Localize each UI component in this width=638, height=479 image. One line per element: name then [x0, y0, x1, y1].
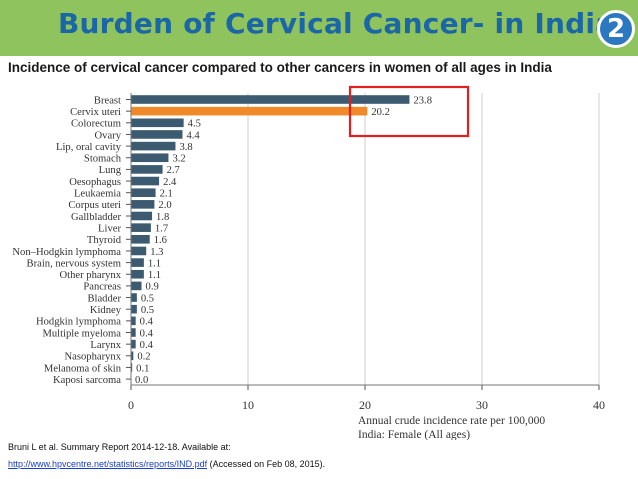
category-label: Gallbladder	[71, 212, 121, 223]
category-label: Larynx	[90, 340, 121, 351]
category-label: Nasopharynx	[65, 352, 122, 363]
data-label: 0.0	[135, 375, 148, 386]
category-label: Lip, oral cavity	[56, 142, 122, 153]
data-label: 0.4	[140, 317, 154, 328]
x-tick-label: 30	[476, 398, 488, 412]
category-label: Breast	[94, 95, 121, 106]
bar	[131, 200, 155, 209]
reference-link[interactable]: http://www.hpvcentre.net/statistics/repo…	[8, 459, 208, 469]
data-label: 1.8	[156, 212, 169, 223]
x-tick-label: 40	[593, 398, 605, 412]
category-labels: Breast 23.8 Cervix uteri 20.2 Colorectum 4.5 O…	[12, 95, 432, 386]
data-label: 0.5	[141, 293, 154, 304]
data-label: 0.9	[146, 282, 159, 293]
bar	[131, 316, 136, 326]
bar	[131, 95, 410, 104]
bar	[131, 176, 160, 186]
category-label: Pancreas	[83, 282, 121, 293]
data-label: 20.2	[371, 107, 390, 118]
category-label: Cervix uteri	[70, 107, 121, 118]
category-label: Thyroid	[87, 235, 122, 246]
reference-link-line: http://www.hpvcentre.net/statistics/repo…	[8, 459, 325, 469]
bar	[131, 328, 136, 337]
category-label: Colorectum	[71, 119, 122, 130]
bar	[131, 118, 184, 128]
reference-text: Bruni L et al. Summary Report 2014-12-18…	[8, 442, 231, 452]
data-label: 0.2	[137, 352, 150, 363]
bar	[131, 363, 133, 372]
bar	[131, 211, 153, 221]
bar	[131, 339, 136, 349]
data-label: 2.1	[160, 189, 173, 200]
data-label: 3.2	[172, 154, 185, 165]
category-label: Corpus uteri	[68, 200, 121, 211]
bar	[131, 153, 169, 163]
x-tick-label: 10	[242, 398, 254, 412]
category-label: Stomach	[84, 154, 122, 165]
data-label: 1.3	[150, 247, 163, 258]
data-label: 1.6	[154, 235, 167, 246]
incidence-bar-chart: Breast 23.8 Cervix uteri 20.2 Colorectum 4.5 O…	[12, 85, 605, 440]
highlight-box	[348, 85, 470, 138]
category-label: Liver	[98, 223, 121, 234]
data-label: 1.1	[148, 270, 161, 281]
category-label: Leukaemia	[74, 189, 121, 200]
category-label: Non–Hodgkin lymphoma	[12, 247, 121, 258]
data-label: 2.4	[163, 177, 177, 188]
data-label: 23.8	[413, 95, 432, 106]
x-tick-label: 20	[359, 398, 371, 412]
bar	[131, 258, 144, 267]
bar-layer	[131, 95, 410, 372]
category-label: Hodgkin lymphoma	[36, 317, 121, 328]
data-label: 0.4	[140, 340, 154, 351]
bar	[131, 351, 134, 361]
data-label: 0.1	[136, 363, 149, 374]
bar	[131, 281, 142, 291]
category-label: Kaposi sarcoma	[53, 375, 121, 386]
data-label: 4.4	[186, 130, 200, 141]
bar	[131, 293, 137, 302]
x-tick-label: 0	[128, 398, 134, 412]
data-label: 2.0	[158, 200, 171, 211]
bar	[131, 223, 151, 232]
data-label: 3.8	[179, 142, 192, 153]
bar	[131, 141, 176, 151]
bar	[131, 304, 137, 314]
bar	[131, 269, 144, 279]
page-title: Burden of Cervical Cancer- in India	[58, 7, 615, 40]
data-label: 0.5	[141, 305, 154, 316]
data-label: 1.1	[148, 258, 161, 269]
data-label: 0.4	[140, 328, 154, 339]
data-label: 1.7	[155, 223, 168, 234]
category-label: Lung	[99, 165, 122, 176]
category-label: Other pharynx	[60, 270, 122, 281]
slide-number-badge: 2	[597, 10, 635, 48]
bar	[131, 130, 183, 139]
title-banner	[0, 0, 638, 56]
bar	[131, 188, 156, 197]
bar	[131, 165, 163, 174]
x-axis: 0 10 20 30 40	[126, 93, 605, 412]
accessed-date: (Accessed on Feb 08, 2015).	[207, 459, 326, 469]
category-label: Brain, nervous system	[27, 258, 122, 269]
category-label: Bladder	[87, 293, 121, 304]
x-axis-title-line-2: India: Female (All ages)	[358, 429, 470, 440]
category-label: Multiple myeloma	[42, 328, 121, 339]
bar	[131, 235, 150, 244]
data-label: 2.7	[167, 165, 180, 176]
bar-highlight	[131, 106, 368, 116]
category-label: Ovary	[95, 130, 122, 141]
category-label: Oesophagus	[69, 177, 121, 188]
reference-citation: Bruni L et al. Summary Report 2014-12-18…	[8, 442, 231, 452]
chart-subtitle: Incidence of cervical cancer compared to…	[8, 60, 552, 75]
data-label: 4.5	[188, 119, 201, 130]
x-axis-title-line-1: Annual crude incidence rate per 100,000	[358, 415, 545, 427]
category-label: Melanoma of skin	[44, 363, 122, 374]
category-label: Kidney	[90, 305, 122, 316]
bar	[131, 246, 147, 256]
